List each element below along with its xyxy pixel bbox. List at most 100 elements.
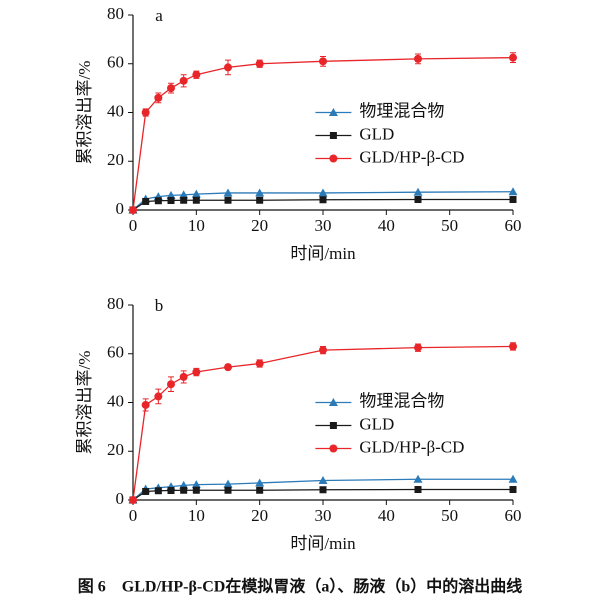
legend-label: GLD bbox=[359, 124, 394, 143]
x-tick-label: 10 bbox=[188, 216, 205, 235]
marker bbox=[413, 474, 423, 483]
panel-label: b bbox=[155, 296, 164, 315]
y-tick-label: 40 bbox=[107, 391, 124, 410]
marker bbox=[180, 196, 188, 204]
y-tick-label: 0 bbox=[116, 199, 125, 218]
marker bbox=[180, 486, 188, 494]
marker bbox=[154, 487, 162, 495]
marker bbox=[318, 476, 328, 484]
legend-label: GLD bbox=[359, 414, 394, 433]
x-tick-label: 0 bbox=[129, 216, 138, 235]
series-line bbox=[132, 57, 514, 211]
marker bbox=[413, 187, 423, 196]
legend-label: 物理混合物 bbox=[359, 391, 444, 410]
marker bbox=[192, 486, 200, 494]
y-axis-label: 累积溶出率/% bbox=[75, 61, 94, 165]
x-tick-label: 20 bbox=[251, 216, 268, 235]
marker bbox=[154, 392, 163, 401]
panel-label: a bbox=[155, 6, 163, 25]
marker bbox=[179, 372, 188, 381]
x-tick-label: 30 bbox=[315, 506, 332, 525]
marker bbox=[154, 197, 162, 205]
marker bbox=[167, 380, 175, 389]
marker bbox=[191, 189, 201, 198]
marker bbox=[508, 474, 518, 483]
marker bbox=[255, 478, 265, 487]
y-axis-label: 累积溶出率/% bbox=[75, 351, 94, 455]
x-axis-label: 时间/min bbox=[290, 534, 356, 553]
y-tick-label: 80 bbox=[107, 4, 124, 23]
marker bbox=[414, 343, 422, 352]
marker bbox=[319, 196, 327, 204]
y-tick-label: 60 bbox=[107, 53, 124, 72]
marker bbox=[179, 190, 189, 199]
marker bbox=[509, 486, 517, 494]
marker bbox=[167, 84, 175, 93]
x-tick-label: 30 bbox=[315, 216, 332, 235]
marker bbox=[255, 59, 264, 68]
marker bbox=[129, 206, 137, 214]
marker bbox=[192, 368, 201, 377]
marker bbox=[129, 496, 137, 504]
marker bbox=[224, 363, 232, 372]
marker bbox=[414, 54, 422, 63]
marker bbox=[223, 479, 233, 488]
x-tick-label: 40 bbox=[378, 216, 395, 235]
marker bbox=[192, 196, 200, 204]
marker bbox=[191, 480, 201, 489]
legend-marker bbox=[328, 398, 338, 406]
marker bbox=[318, 188, 328, 197]
marker bbox=[509, 53, 517, 62]
marker bbox=[255, 359, 264, 368]
legend-label: 物理混合物 bbox=[359, 101, 444, 120]
marker bbox=[167, 486, 175, 494]
legend-marker bbox=[328, 108, 338, 116]
y-tick-label: 20 bbox=[107, 440, 124, 459]
x-tick-label: 60 bbox=[505, 216, 522, 235]
marker bbox=[319, 346, 327, 355]
marker bbox=[509, 342, 517, 351]
marker bbox=[167, 196, 175, 204]
marker bbox=[256, 486, 264, 494]
x-tick-label: 60 bbox=[505, 506, 522, 525]
legend-label: GLD/HP-β-CD bbox=[359, 437, 464, 456]
marker bbox=[508, 187, 518, 196]
marker bbox=[414, 196, 422, 204]
y-tick-label: 20 bbox=[107, 150, 124, 169]
marker bbox=[224, 63, 232, 72]
figure-caption: 图 6 GLD/HP-β-CD在模拟胃液（a）、肠液（b）中的溶出曲线 bbox=[78, 577, 522, 596]
legend-marker bbox=[329, 132, 337, 139]
x-tick-label: 40 bbox=[378, 506, 395, 525]
marker bbox=[255, 188, 265, 197]
y-tick-label: 40 bbox=[107, 101, 124, 120]
marker bbox=[414, 486, 422, 494]
x-tick-label: 50 bbox=[441, 506, 458, 525]
marker bbox=[142, 487, 150, 495]
marker bbox=[223, 188, 233, 197]
legend-marker bbox=[329, 154, 338, 163]
y-tick-label: 60 bbox=[107, 343, 124, 362]
y-tick-label: 0 bbox=[116, 489, 125, 508]
y-tick-label: 80 bbox=[107, 294, 124, 313]
x-tick-label: 20 bbox=[251, 506, 268, 525]
marker bbox=[319, 486, 327, 494]
legend-marker bbox=[329, 444, 338, 453]
marker bbox=[166, 190, 176, 199]
marker bbox=[141, 400, 150, 409]
marker bbox=[192, 70, 201, 79]
legend-marker bbox=[329, 422, 337, 429]
x-tick-label: 0 bbox=[129, 506, 138, 525]
marker bbox=[142, 197, 150, 205]
x-axis-label: 时间/min bbox=[290, 244, 356, 263]
marker bbox=[224, 196, 232, 204]
marker bbox=[224, 486, 232, 494]
marker bbox=[256, 196, 264, 204]
legend-label: GLD/HP-β-CD bbox=[359, 147, 464, 166]
marker bbox=[509, 196, 517, 204]
x-tick-label: 50 bbox=[441, 216, 458, 235]
x-tick-label: 10 bbox=[188, 506, 205, 525]
marker bbox=[141, 108, 150, 117]
marker bbox=[179, 76, 188, 85]
